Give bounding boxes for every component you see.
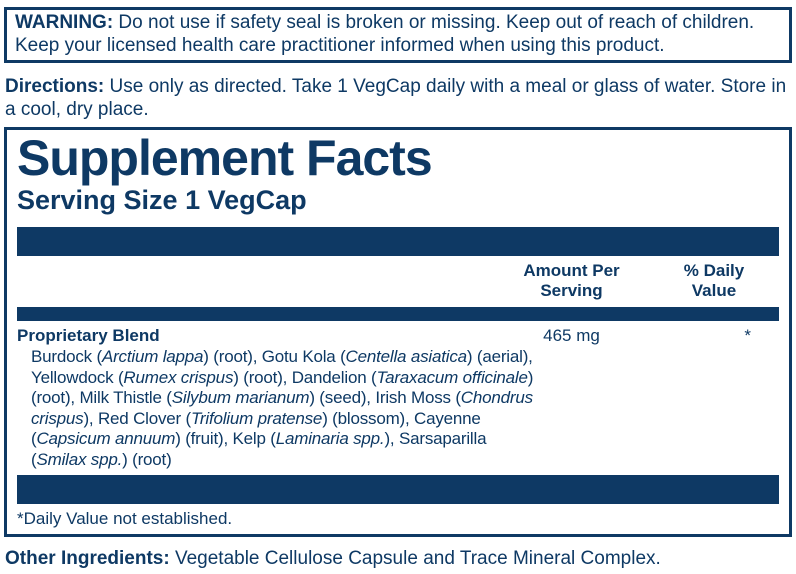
panel-title: Supplement Facts	[17, 130, 433, 186]
divider-medium	[17, 307, 779, 321]
supplement-label: WARNING: Do not use if safety seal is br…	[0, 7, 796, 570]
proprietary-blend-row: Proprietary Blend 465 mg *	[17, 321, 779, 346]
blend-ingredient-list: Burdock (Arctium lappa) (root), Gotu Kol…	[31, 347, 534, 469]
directions-text: Use only as directed. Take 1 VegCap dail…	[5, 76, 787, 120]
blend-name: Proprietary Blend	[17, 326, 160, 345]
supplement-facts-panel: Supplement Facts Serving Size 1 VegCap A…	[4, 127, 792, 537]
percent-daily-value-header: % Daily Value	[683, 261, 745, 300]
divider-thick-top	[17, 227, 779, 256]
directions: Directions: Use only as directed. Take 1…	[5, 75, 792, 121]
warning-label: WARNING:	[15, 12, 114, 33]
daily-value-footnote: *Daily Value not established.	[17, 509, 233, 528]
other-ingredients-label: Other Ingredients:	[5, 548, 170, 569]
serving-size: Serving Size 1 VegCap	[17, 185, 307, 215]
column-header-row: Amount Per Serving % Daily Value	[17, 256, 779, 307]
blend-amount: 465 mg	[543, 326, 600, 345]
warning-text: Do not use if safety seal is broken or m…	[15, 12, 755, 56]
divider-thick-bottom	[17, 475, 779, 504]
directions-label: Directions:	[5, 76, 105, 97]
amount-per-serving-header: Amount Per Serving	[523, 261, 620, 300]
blend-daily-value: *	[744, 326, 751, 345]
warning-box: WARNING: Do not use if safety seal is br…	[4, 7, 792, 63]
other-ingredients: Other Ingredients: Vegetable Cellulose C…	[5, 547, 792, 570]
other-ingredients-text: Vegetable Cellulose Capsule and Trace Mi…	[169, 548, 661, 569]
